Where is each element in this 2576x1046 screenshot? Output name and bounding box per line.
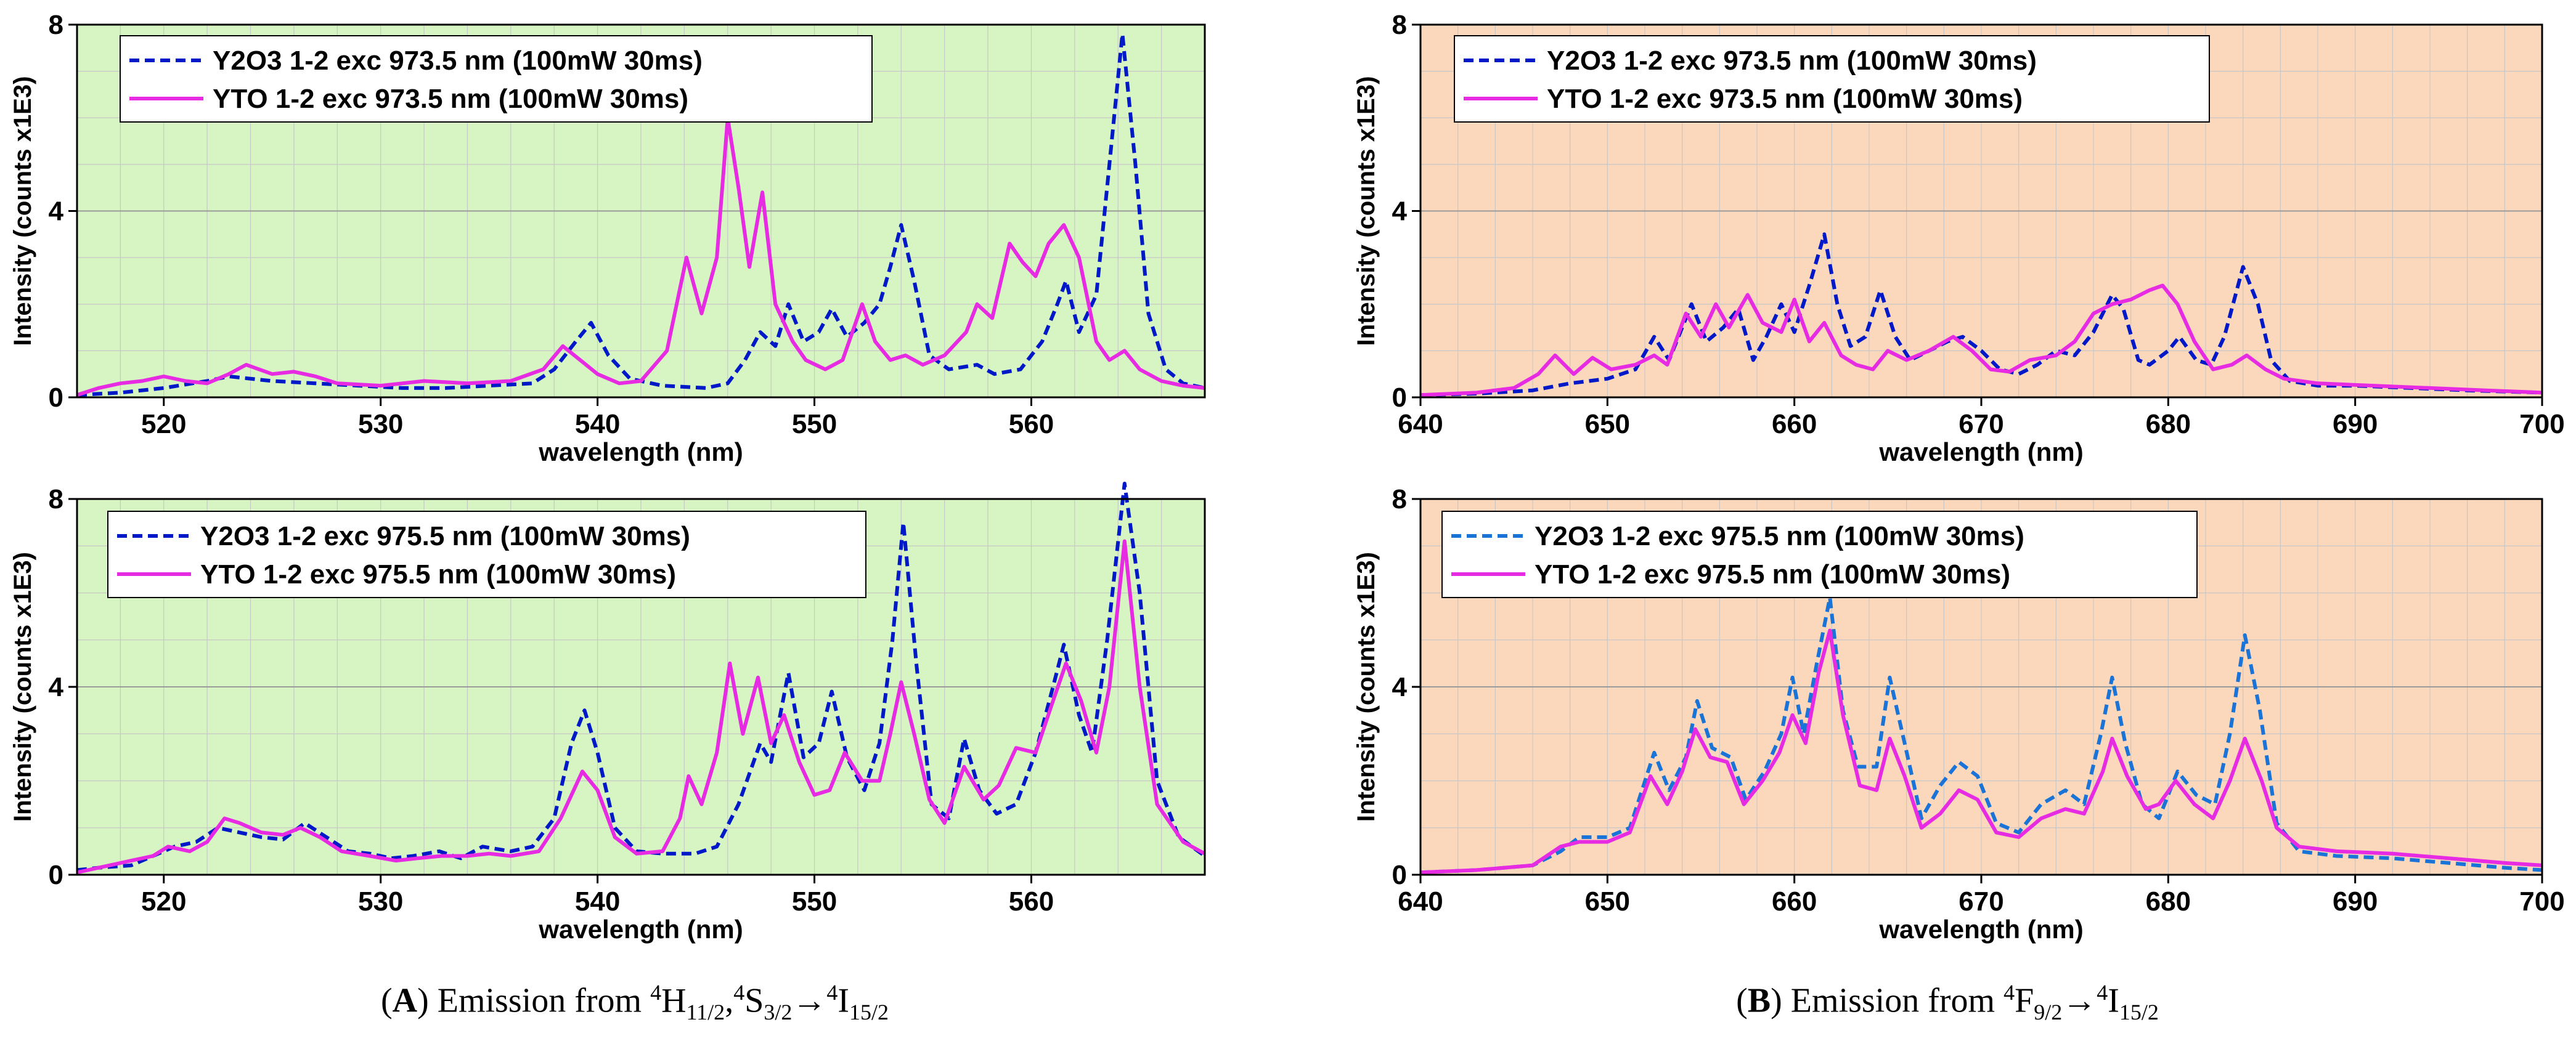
series-yto-line xyxy=(1420,628,2543,875)
legend-label: Y2O3 1-2 exc 975.5 nm (100mW 30ms) xyxy=(1535,521,2024,551)
series-y2o3-line xyxy=(1420,596,2543,875)
x-tick-label: 680 xyxy=(2146,886,2191,917)
y-tick-label: 4 xyxy=(1392,672,1408,702)
legend-label: Y2O3 1-2 exc 973.5 nm (100mW 30ms) xyxy=(1547,46,2037,76)
x-tick-label: 530 xyxy=(358,409,403,439)
x-tick-label: 700 xyxy=(2519,409,2564,439)
series-y2o3-line xyxy=(1420,232,2543,397)
chart-a-bottom: 520 530 540 550 560 0 4 8 wavelength (nm) Intensi… xyxy=(9,482,1206,944)
caption-b: (B) Emission from 4F9/2→4I15/2 xyxy=(1736,980,2159,1024)
chart-b-top: 640 650 660 670 680 690 700 0 4 8 wavelength (nm) I… xyxy=(1353,10,2565,466)
y-tick-label: 0 xyxy=(49,383,63,413)
legend: Y2O3 1-2 exc 975.5 nm (100mW 30ms) YTO 1-… xyxy=(1441,511,2198,598)
chart-b-bottom: 640 650 660 670 680 690 700 0 4 8 wavelength (nm) I… xyxy=(1353,484,2565,944)
y-tick-label: 8 xyxy=(1392,484,1407,514)
y-axis-label: Intensity (counts x1E3) xyxy=(1353,552,1380,822)
legend-box xyxy=(1441,511,2198,598)
x-tick-label: 530 xyxy=(358,886,403,917)
series-yto-line xyxy=(76,116,1205,397)
x-tick-label: 550 xyxy=(792,409,837,439)
x-tick-label: 640 xyxy=(1398,886,1443,917)
x-tick-label: 540 xyxy=(575,886,620,917)
x-axis-label: wavelength (nm) xyxy=(538,437,743,466)
x-tick-label: 700 xyxy=(2519,886,2564,917)
y-tick-label: 8 xyxy=(49,484,63,514)
y-axis-label: Intensity (counts x1E3) xyxy=(9,76,36,346)
caption-b-text: Emission from xyxy=(1790,981,1995,1020)
legend-box xyxy=(120,35,873,123)
x-tick-label: 690 xyxy=(2333,886,2378,917)
legend-label: YTO 1-2 exc 975.5 nm (100mW 30ms) xyxy=(200,559,676,590)
legend-label: Y2O3 1-2 exc 975.5 nm (100mW 30ms) xyxy=(200,521,690,551)
legend-box xyxy=(107,511,866,598)
x-tick-label: 690 xyxy=(2333,409,2378,439)
y-tick-label: 0 xyxy=(1392,860,1407,890)
caption-b-letter: B xyxy=(1747,981,1771,1020)
legend-label: YTO 1-2 exc 973.5 nm (100mW 30ms) xyxy=(213,84,688,114)
y-axis-label: Intensity (counts x1E3) xyxy=(9,552,36,822)
x-tick-label: 520 xyxy=(141,886,186,917)
x-tick-label: 650 xyxy=(1585,409,1630,439)
legend-label: YTO 1-2 exc 973.5 nm (100mW 30ms) xyxy=(1547,84,2023,114)
legend-label: Y2O3 1-2 exc 973.5 nm (100mW 30ms) xyxy=(213,46,703,76)
x-axis-label: wavelength (nm) xyxy=(1878,437,2083,466)
x-tick-label: 640 xyxy=(1398,409,1443,439)
x-axis-label: wavelength (nm) xyxy=(538,915,743,944)
legend-box xyxy=(1454,35,2210,123)
series-yto-line xyxy=(1420,283,2543,397)
y-tick-label: 4 xyxy=(49,672,64,702)
y-tick-label: 4 xyxy=(1392,197,1408,227)
legend: Y2O3 1-2 exc 973.5 nm (100mW 30ms) YTO 1-… xyxy=(120,35,873,123)
x-tick-label: 670 xyxy=(1958,886,2003,917)
chart-a-top: 520 530 540 550 560 0 4 8 wavelength (nm) Intensi… xyxy=(9,10,1206,466)
y-tick-label: 8 xyxy=(49,10,63,40)
y-tick-label: 4 xyxy=(49,197,64,227)
x-tick-label: 560 xyxy=(1009,886,1054,917)
y-tick-label: 0 xyxy=(49,860,63,890)
x-tick-label: 670 xyxy=(1958,409,2003,439)
series-y2o3-line xyxy=(76,32,1205,397)
legend: Y2O3 1-2 exc 975.5 nm (100mW 30ms) YTO 1-… xyxy=(107,511,866,598)
x-tick-label: 680 xyxy=(2146,409,2191,439)
legend-label: YTO 1-2 exc 975.5 nm (100mW 30ms) xyxy=(1535,559,2010,590)
x-tick-label: 660 xyxy=(1772,409,1817,439)
legend: Y2O3 1-2 exc 973.5 nm (100mW 30ms) YTO 1-… xyxy=(1454,35,2210,123)
x-tick-label: 550 xyxy=(792,886,837,917)
y-tick-label: 0 xyxy=(1392,383,1407,413)
caption-a-letter: A xyxy=(392,981,418,1020)
series-yto-line xyxy=(76,539,1206,875)
x-tick-label: 520 xyxy=(141,409,186,439)
caption-a: (A) Emission from 4H11/2,4S3/2→4I15/2 xyxy=(380,980,889,1024)
x-tick-label: 560 xyxy=(1009,409,1054,439)
x-tick-label: 660 xyxy=(1772,886,1817,917)
y-tick-label: 8 xyxy=(1392,10,1407,40)
x-tick-label: 540 xyxy=(575,409,620,439)
y-axis-label: Intensity (counts x1E3) xyxy=(1353,76,1380,346)
x-tick-label: 650 xyxy=(1585,886,1630,917)
x-axis-label: wavelength (nm) xyxy=(1878,915,2083,944)
caption-a-text: Emission from xyxy=(437,981,642,1020)
